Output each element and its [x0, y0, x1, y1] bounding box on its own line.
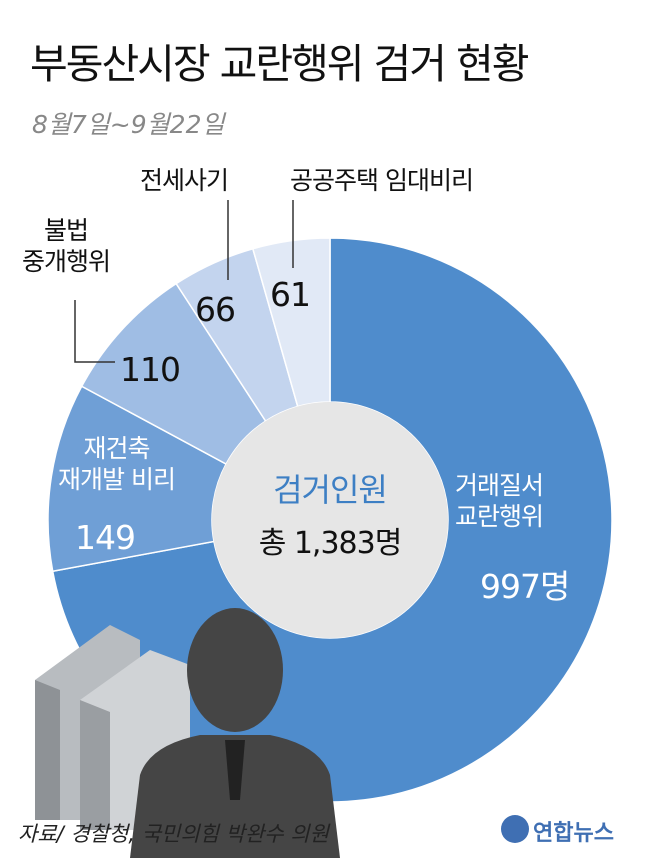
logo: 연합뉴스 — [533, 821, 614, 846]
value-label: 110 — [120, 350, 181, 389]
title: 부동산시장 교란행위 검거 현황 — [30, 40, 529, 88]
value-label: 149 — [75, 518, 136, 557]
value-label: 997명 — [480, 567, 570, 606]
center-label: 검거인원 — [273, 471, 388, 509]
person-silhouette — [130, 608, 340, 858]
segment-label: 공공주택 임대비리 — [290, 166, 474, 195]
segment-label: 재건축 재개발 비리 — [58, 434, 176, 495]
center-disc — [212, 402, 448, 638]
segment-label: 불법 중개행위 — [22, 216, 111, 277]
segment-label: 거래질서 교란행위 — [455, 471, 544, 532]
leader-lines — [74, 200, 294, 363]
value-label: 61 — [270, 275, 311, 314]
value-label: 66 — [195, 290, 236, 329]
subtitle: 8월7일~9월22일 — [32, 110, 225, 139]
center-total: 총 1,383명 — [258, 526, 403, 561]
logo-mark — [501, 815, 529, 843]
source: 자료/ 경찰청, 국민의힘 박완수 의원 — [18, 822, 329, 846]
segment-label: 전세사기 — [140, 166, 229, 195]
